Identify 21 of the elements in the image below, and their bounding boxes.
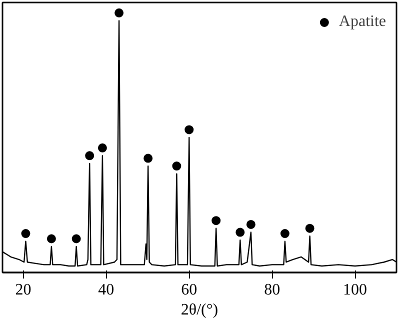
x-tick-label: 60 <box>181 282 198 298</box>
point <box>246 220 256 229</box>
x-tick-label: 20 <box>15 282 32 298</box>
point <box>85 151 94 160</box>
point <box>21 229 30 238</box>
point <box>212 216 221 226</box>
legend-label: Apatite <box>338 13 386 31</box>
x-tick-label: 80 <box>264 282 280 298</box>
x-tick-label: 40 <box>98 282 114 298</box>
point <box>114 8 124 18</box>
x-axis-title: 2θ/(°) <box>180 302 218 318</box>
point <box>72 234 81 244</box>
point <box>46 234 56 244</box>
point <box>144 154 153 163</box>
point <box>236 228 245 237</box>
x-tick-label: 100 <box>343 282 368 298</box>
point <box>172 162 182 171</box>
point <box>280 229 290 238</box>
point <box>98 143 107 152</box>
point <box>305 224 314 233</box>
point <box>184 125 194 134</box>
